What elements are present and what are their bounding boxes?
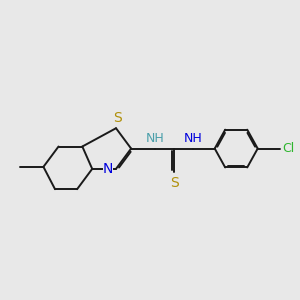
Text: NH: NH	[146, 132, 164, 145]
Text: S: S	[113, 111, 122, 125]
Text: N: N	[103, 162, 113, 176]
Text: S: S	[170, 176, 178, 190]
Text: NH: NH	[184, 132, 203, 145]
Text: Cl: Cl	[282, 142, 294, 155]
